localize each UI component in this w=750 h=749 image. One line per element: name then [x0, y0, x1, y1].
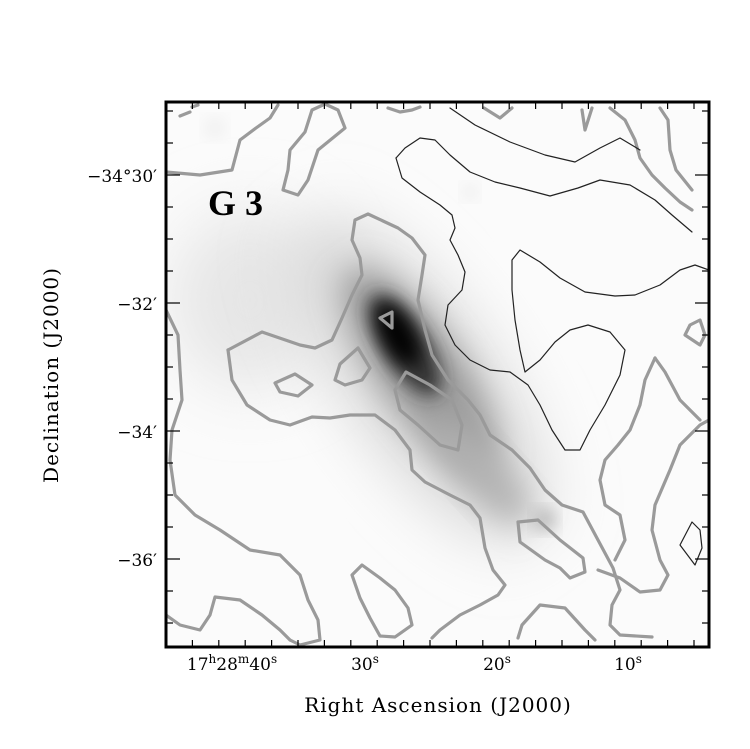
plot-frame: [164, 100, 711, 649]
y-tick-label-34: −34′: [117, 423, 157, 443]
x-tick-label-20s: 20s: [483, 652, 511, 675]
x-tick-marks: [191, 102, 695, 647]
y-tick-label-32: −32′: [117, 295, 157, 315]
x-tick-label-30s: 30s: [351, 652, 379, 675]
contour-level-high: [395, 107, 709, 566]
y-tick-label-36: −36′: [117, 551, 157, 571]
panel-label: G 3: [208, 183, 263, 223]
y-tick-labels: −34°30′ −32′ −34′ −36′: [87, 167, 157, 571]
x-tick-label-40s: 17h28m40s: [187, 652, 277, 675]
contour-level-low: [166, 102, 709, 647]
y-tick-label-30: −34°30′: [87, 167, 157, 187]
y-tick-marks: [166, 110, 709, 624]
x-tick-labels: 17h28m40s 30s 20s 10s: [187, 652, 642, 675]
intensity-image: [166, 102, 709, 647]
y-axis-title: Declination (J2000): [39, 267, 63, 483]
x-tick-label-10s: 10s: [614, 652, 642, 675]
x-axis-title: Right Ascension (J2000): [304, 693, 572, 717]
